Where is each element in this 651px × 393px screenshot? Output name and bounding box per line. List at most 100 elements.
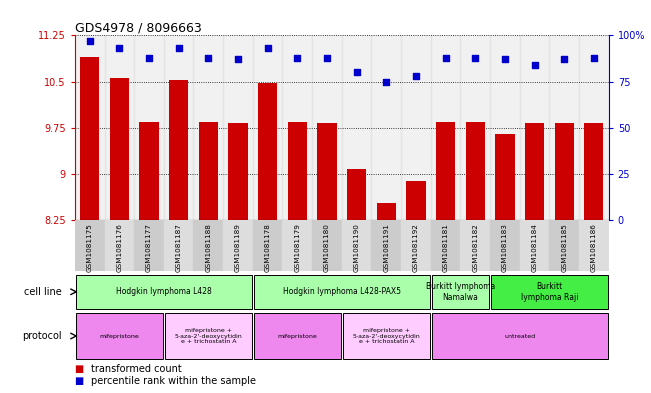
Text: GSM1081178: GSM1081178 (265, 222, 271, 272)
Bar (401, 35, 431, 220)
Bar (164, 220, 193, 271)
Bar (342, 35, 372, 220)
Bar (229, 123, 247, 220)
Bar (283, 35, 312, 220)
FancyBboxPatch shape (432, 313, 608, 359)
Point (85, 38, 95, 44)
FancyBboxPatch shape (254, 313, 341, 359)
Bar (312, 35, 342, 220)
Bar (105, 35, 134, 220)
Text: GSM1081180: GSM1081180 (324, 222, 330, 272)
Bar (110, 79, 129, 220)
Bar (372, 220, 401, 271)
Point (381, 79, 391, 85)
Bar (519, 35, 549, 220)
Point (233, 56, 243, 62)
Text: mifepristone +
5-aza-2'-deoxycytidin
e + trichostatin A: mifepristone + 5-aza-2'-deoxycytidin e +… (352, 328, 420, 344)
Bar (460, 220, 490, 271)
Bar (436, 121, 455, 220)
Text: GSM1081177: GSM1081177 (146, 222, 152, 272)
Bar (223, 35, 253, 220)
Bar (193, 220, 223, 271)
Point (411, 73, 421, 79)
Bar (317, 123, 337, 220)
Text: GSM1081184: GSM1081184 (532, 222, 538, 272)
Bar (372, 35, 401, 220)
Point (173, 45, 184, 51)
Text: GSM1081188: GSM1081188 (205, 222, 212, 272)
Bar (401, 220, 431, 271)
Text: protocol: protocol (22, 331, 62, 341)
Bar (199, 121, 218, 220)
Text: transformed count: transformed count (91, 364, 182, 374)
FancyBboxPatch shape (342, 313, 430, 359)
FancyBboxPatch shape (432, 275, 490, 309)
FancyBboxPatch shape (254, 275, 430, 309)
Text: untreated: untreated (504, 334, 535, 338)
Bar (193, 35, 223, 220)
Bar (579, 220, 609, 271)
Bar (139, 121, 159, 220)
Text: GSM1081175: GSM1081175 (87, 222, 92, 272)
Text: mifepristone: mifepristone (100, 334, 139, 338)
Bar (105, 220, 134, 271)
Bar (431, 35, 460, 220)
Bar (579, 35, 609, 220)
Text: GSM1081182: GSM1081182 (472, 222, 478, 272)
Point (470, 54, 480, 61)
Bar (164, 35, 193, 220)
Text: Burkitt lymphoma
Namalwa: Burkitt lymphoma Namalwa (426, 282, 495, 301)
Bar (431, 220, 460, 271)
FancyBboxPatch shape (491, 275, 608, 309)
Bar (169, 80, 188, 220)
Text: GSM1081179: GSM1081179 (294, 222, 300, 272)
Bar (525, 123, 544, 220)
Text: Hodgkin lymphoma L428: Hodgkin lymphoma L428 (116, 287, 212, 296)
Text: GSM1081190: GSM1081190 (353, 222, 359, 272)
Bar (519, 220, 549, 271)
Bar (288, 121, 307, 220)
Text: Burkitt
lymphoma Raji: Burkitt lymphoma Raji (521, 282, 578, 301)
Text: GSM1081192: GSM1081192 (413, 222, 419, 272)
Bar (490, 220, 519, 271)
Bar (312, 220, 342, 271)
Bar (253, 35, 283, 220)
Text: GSM1081185: GSM1081185 (561, 222, 567, 272)
Bar (460, 35, 490, 220)
Point (322, 54, 332, 61)
Point (559, 56, 570, 62)
Bar (75, 35, 105, 220)
Bar (134, 220, 164, 271)
Bar (555, 123, 574, 220)
Bar (80, 57, 100, 220)
Text: GDS4978 / 8096663: GDS4978 / 8096663 (75, 21, 202, 34)
Bar (223, 220, 253, 271)
Point (440, 54, 450, 61)
Point (292, 54, 303, 61)
Text: GSM1081189: GSM1081189 (235, 222, 241, 272)
Bar (134, 35, 164, 220)
Bar (283, 220, 312, 271)
Text: GSM1081186: GSM1081186 (591, 222, 597, 272)
Text: GSM1081176: GSM1081176 (117, 222, 122, 272)
Bar (549, 35, 579, 220)
Bar (495, 134, 514, 220)
Bar (258, 83, 277, 220)
FancyBboxPatch shape (76, 275, 252, 309)
Bar (253, 220, 283, 271)
Bar (584, 123, 603, 220)
Text: ■: ■ (75, 364, 87, 374)
Point (114, 45, 124, 51)
Bar (465, 121, 485, 220)
Bar (377, 204, 396, 220)
Point (203, 54, 214, 61)
Bar (490, 35, 519, 220)
Point (144, 54, 154, 61)
Bar (549, 220, 579, 271)
Bar (342, 220, 372, 271)
Text: ■: ■ (75, 376, 87, 386)
Point (589, 54, 599, 61)
FancyBboxPatch shape (76, 313, 163, 359)
Bar (75, 220, 105, 271)
Bar (406, 181, 426, 220)
